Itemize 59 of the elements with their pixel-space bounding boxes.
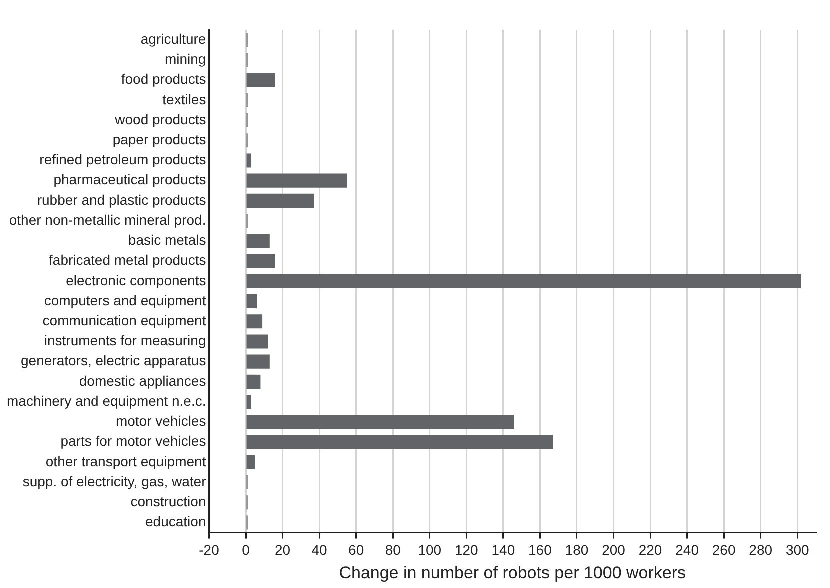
x-tick-label: 140 [492,542,516,558]
y-tick-label: basic metals [128,232,206,248]
y-tick-label: communication equipment [42,312,206,328]
x-tick-label: 60 [348,542,364,558]
bar [246,254,276,268]
x-tick-label: 220 [638,542,662,558]
x-tick-label: 240 [676,542,700,558]
x-axis-title: Change in number of robots per 1000 workers [339,563,686,582]
bar [246,234,270,248]
y-tick-label: instruments for measuring [44,332,206,349]
y-tick-label: textiles [162,91,206,108]
bar [246,455,256,470]
y-tick-label: wood products [114,111,206,128]
x-tick-label: 80 [385,542,402,558]
y-tick-label: machinery and equipment n.e.c. [6,392,206,409]
y-tick-label: construction [130,493,206,510]
bar [246,415,514,430]
y-tick-label: agriculture [140,30,206,47]
x-tick-label: 20 [274,542,291,558]
y-tick-label: supp. of electricity, gas, water [22,473,207,490]
y-tick-label: other non-metallic mineral prod. [9,212,206,228]
bar [246,354,270,369]
y-tick-label: parts for motor vehicles [60,433,206,450]
x-tick-label: 180 [565,542,589,558]
bar [246,314,263,329]
bar [246,73,276,88]
x-tick-label: 0 [242,542,250,558]
y-tick-label: other transport equipment [46,453,206,470]
y-tick-label: generators, electric apparatus [21,352,206,369]
y-tick-label: refined petroleum products [40,152,206,168]
x-tick-label: 200 [602,542,626,558]
y-tick-label: domestic appliances [79,372,206,389]
x-tick-label: 280 [749,542,773,558]
y-tick-label: food products [121,71,206,88]
bar [246,334,268,349]
y-tick-label: rubber and plastic products [37,192,206,208]
x-tick-label: 40 [312,542,328,558]
y-tick-label: mining [164,51,206,68]
bar [246,294,258,309]
x-tick-label: 260 [712,542,736,558]
x-tick-label: 160 [528,542,552,558]
bar [246,395,252,410]
y-tick-label: education [146,514,206,530]
x-tick-label: -20 [199,542,220,558]
x-tick-label: 300 [786,542,810,558]
bar [246,374,261,389]
bar [246,194,314,208]
x-tick-label: 120 [454,542,479,558]
y-tick-label: fabricated metal products [49,252,206,268]
y-tick-label: paper products [112,131,206,148]
y-tick-label: pharmaceutical products [54,172,206,188]
bar [246,274,802,288]
bar [246,435,554,450]
y-tick-label: motor vehicles [116,413,206,430]
bar [246,174,348,188]
y-tick-label: electronic components [66,272,206,288]
x-tick-label: 100 [418,542,442,558]
y-tick-label: computers and equipment [44,292,206,308]
bar [246,154,252,168]
